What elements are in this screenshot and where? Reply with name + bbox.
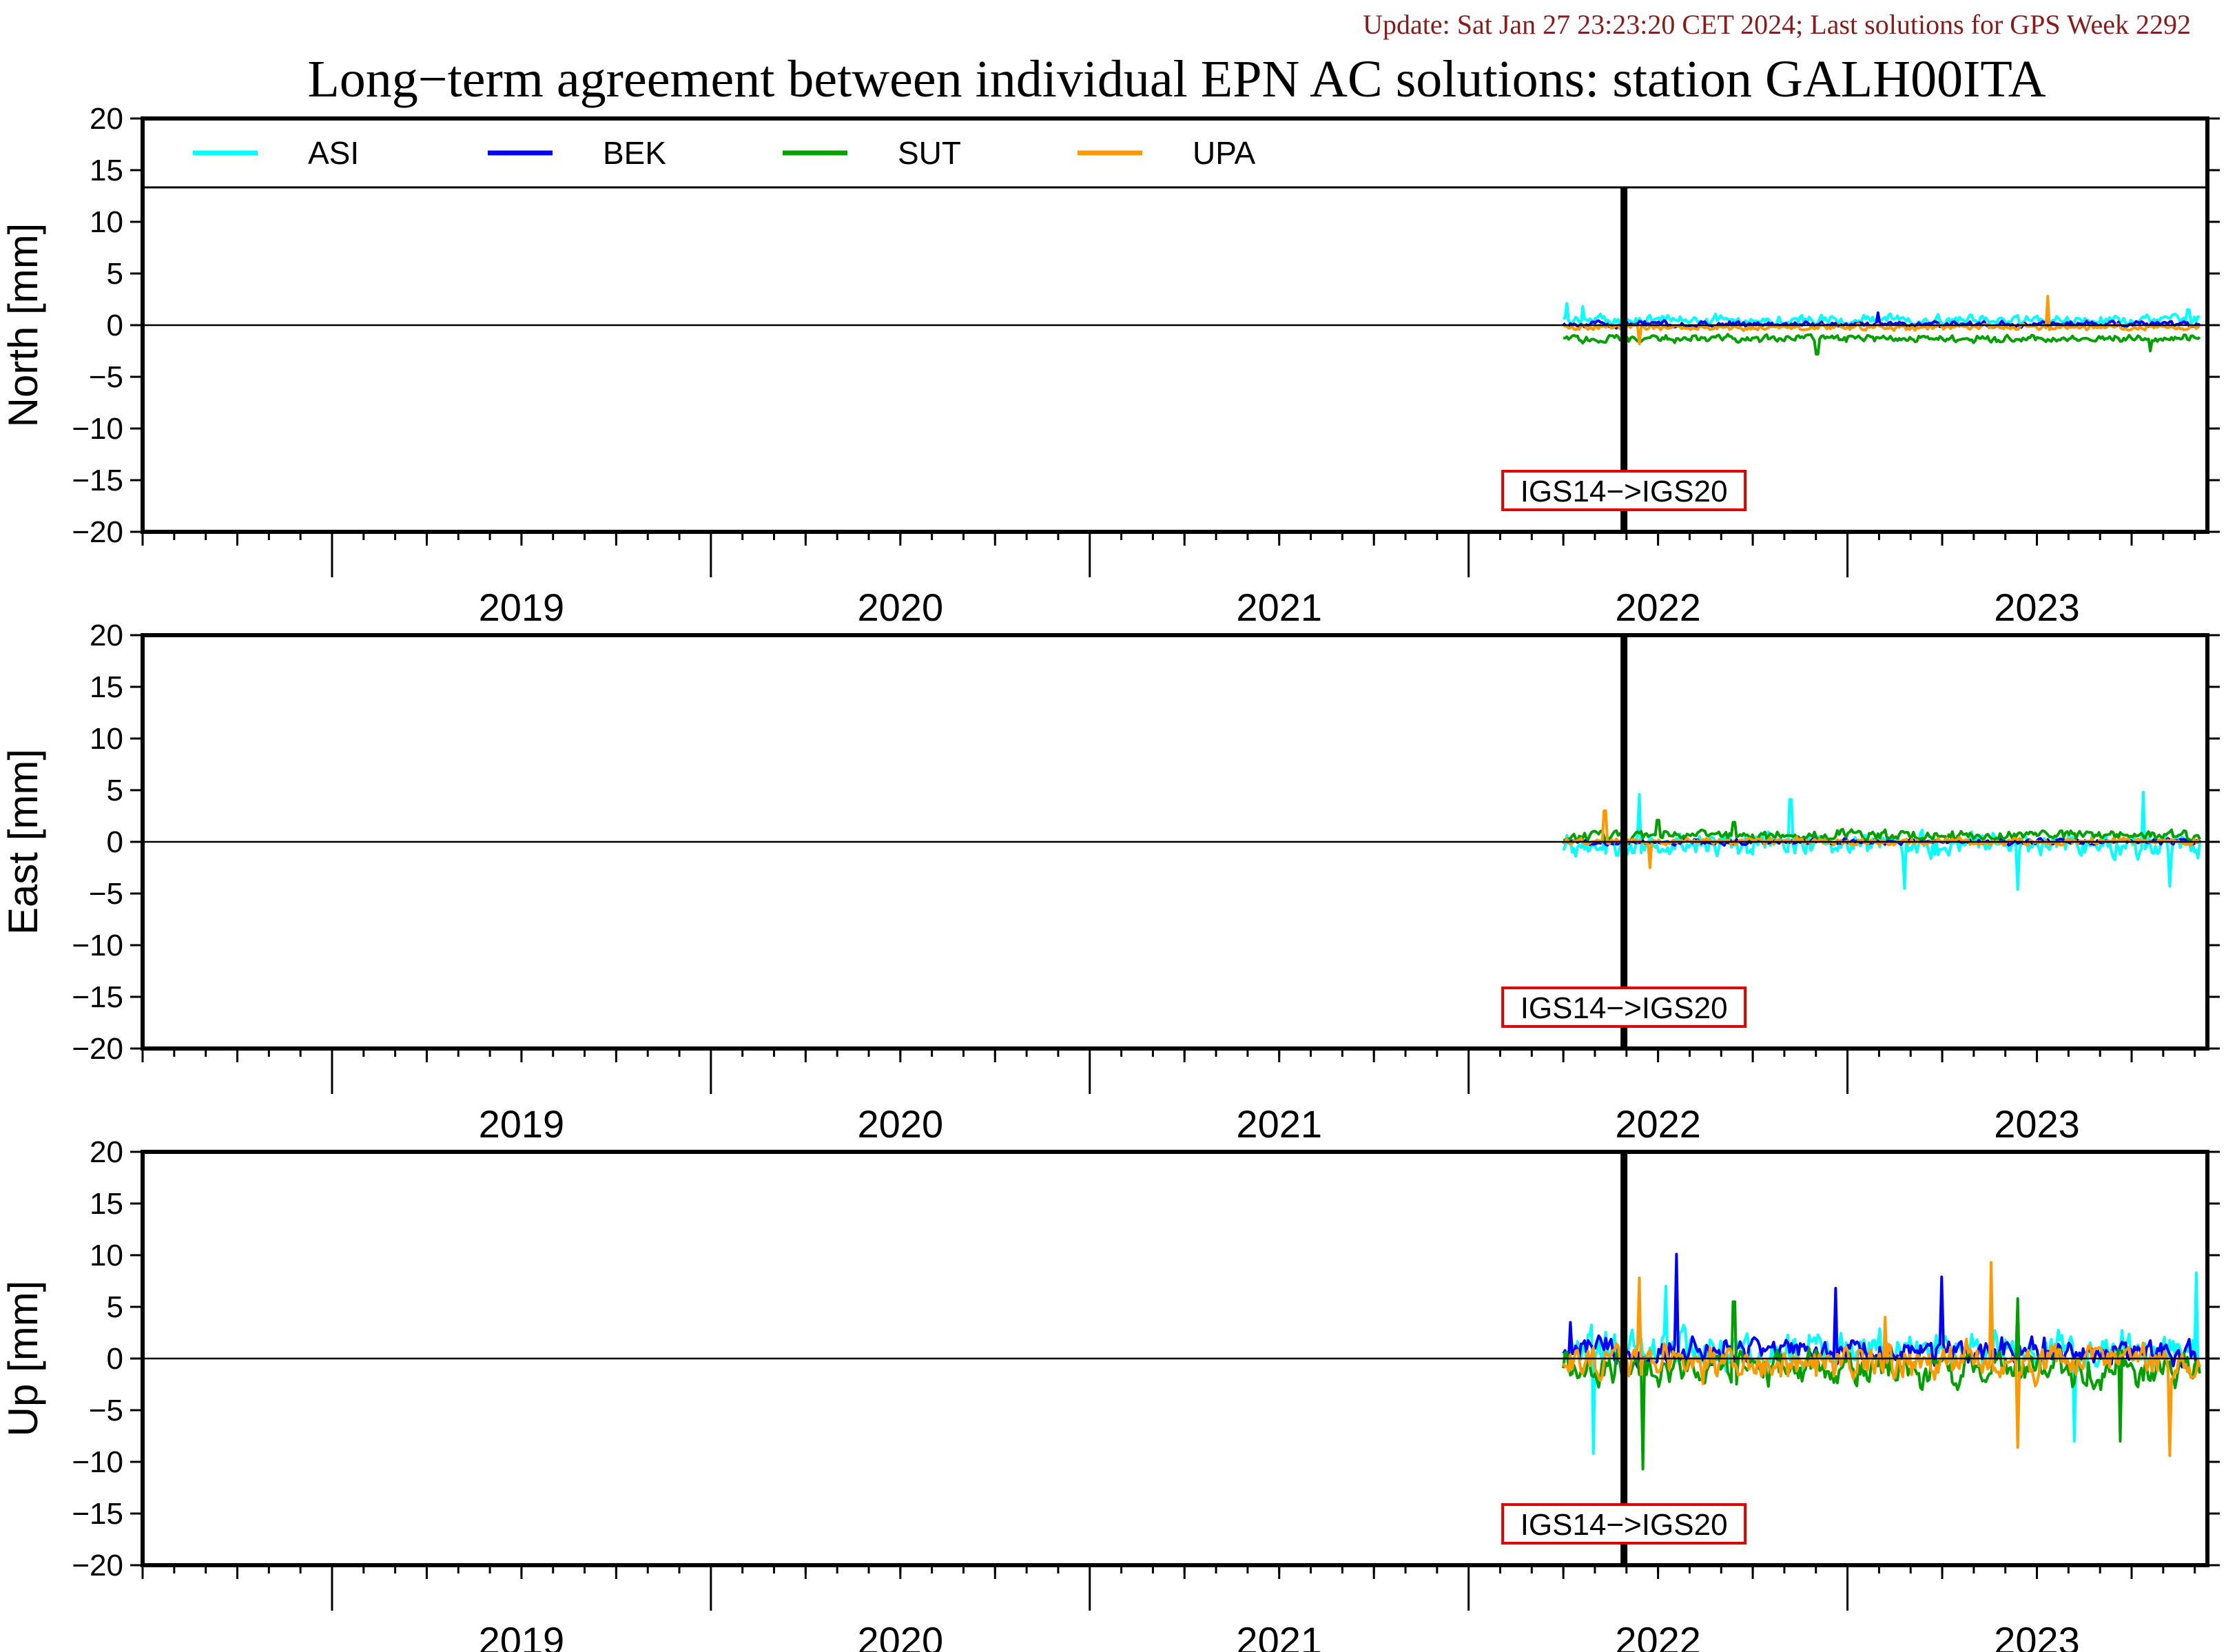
event-label-box: [1501, 987, 1747, 1028]
y-tick-label: 10: [90, 205, 123, 239]
series-group: [1562, 791, 2201, 891]
x-year-label: 2019: [479, 586, 565, 629]
y-tick-label: −5: [89, 1394, 123, 1427]
y-axis-label: East [mm]: [0, 749, 46, 935]
x-year-label: 2023: [1994, 1102, 2080, 1146]
panel-frame: [141, 116, 2209, 534]
x-year-label: 2022: [1615, 1102, 1701, 1146]
x-year-label: 2021: [1236, 1619, 1322, 1652]
y-tick-label: −5: [89, 877, 123, 911]
event-label-box: [1501, 1503, 1747, 1545]
x-year-label: 2022: [1615, 586, 1701, 629]
x-year-label: 2019: [479, 1619, 565, 1652]
event-label: IGS14−>IGS20: [1521, 991, 1728, 1025]
y-axis-label: Up [mm]: [0, 1281, 46, 1437]
x-year-label: 2021: [1236, 586, 1322, 629]
series-sut: [1563, 818, 2201, 844]
panel-east: 20 15 10 5 0 −5 −10 −15 −20 East [mm] 2019 2020 2021…: [0, 619, 2220, 1146]
x-year-label: 2023: [1994, 586, 2080, 629]
series-upa: [1563, 295, 2201, 345]
panel-frame: [141, 633, 2209, 1051]
y-tick-label: −10: [72, 929, 123, 962]
y-tick-label: −5: [89, 360, 123, 394]
y-tick-label: −10: [72, 412, 123, 446]
y-tick-label: 20: [90, 619, 123, 652]
update-line: Update: Sat Jan 27 23:23:20 CET 2024; La…: [1363, 9, 2191, 40]
series-upa: [1562, 1261, 2201, 1457]
y-tick-label: 5: [107, 1290, 123, 1324]
x-year-label: 2023: [1994, 1619, 2080, 1652]
y-tick-label: −20: [72, 1549, 123, 1582]
panel-frame: [141, 1150, 2209, 1567]
series-asi: [1562, 302, 2201, 329]
series-group: [1562, 1252, 2201, 1471]
legend-label-asi: ASI: [308, 135, 359, 171]
y-tick-label: 5: [107, 774, 123, 807]
y-tick-label: 0: [107, 825, 123, 859]
event-label: IGS14−>IGS20: [1521, 1508, 1728, 1542]
y-tick-label: 20: [90, 1135, 123, 1169]
x-year-label: 2022: [1615, 1619, 1701, 1652]
y-tick-label: −15: [72, 980, 123, 1014]
series-sut: [1562, 1297, 2201, 1471]
x-year-label: 2021: [1236, 1102, 1322, 1146]
x-year-label: 2020: [858, 1619, 944, 1652]
x-year-label: 2019: [479, 1102, 565, 1146]
legend-label-bek: BEK: [603, 135, 666, 171]
chart-title: Long−term agreement between individual E…: [307, 50, 2045, 108]
y-tick-label: 15: [90, 154, 123, 187]
y-tick-label: −10: [72, 1445, 123, 1479]
y-tick-label: 20: [90, 102, 123, 136]
panel-north: 20 15 10 5 0 −5 −10 −15 −20 North [mm] 2019 2020 202…: [0, 102, 2220, 629]
legend-label-sut: SUT: [898, 135, 961, 171]
y-tick-label: −20: [72, 515, 123, 549]
legend-background: [143, 118, 2207, 187]
y-axis-label: North [mm]: [0, 223, 46, 428]
x-year-label: 2020: [858, 586, 944, 629]
y-tick-label: 15: [90, 1187, 123, 1221]
y-tick-label: −15: [72, 464, 123, 497]
event-label: IGS14−>IGS20: [1521, 475, 1728, 508]
y-tick-label: 0: [107, 1342, 123, 1376]
legend-label-upa: UPA: [1193, 135, 1255, 171]
y-tick-label: 5: [107, 257, 123, 291]
y-tick-label: 10: [90, 1239, 123, 1272]
y-tick-label: 0: [107, 309, 123, 342]
y-tick-label: −20: [72, 1032, 123, 1066]
x-year-label: 2020: [858, 1102, 944, 1146]
panel-up: 20 15 10 5 0 −5 −10 −15 −20 Up [mm] 2019 2020 2021 20…: [0, 1135, 2220, 1652]
y-tick-label: 10: [90, 722, 123, 756]
series-sut: [1563, 333, 2201, 355]
event-label-box: [1501, 470, 1747, 511]
y-tick-label: −15: [72, 1497, 123, 1531]
y-tick-label: 15: [90, 670, 123, 704]
